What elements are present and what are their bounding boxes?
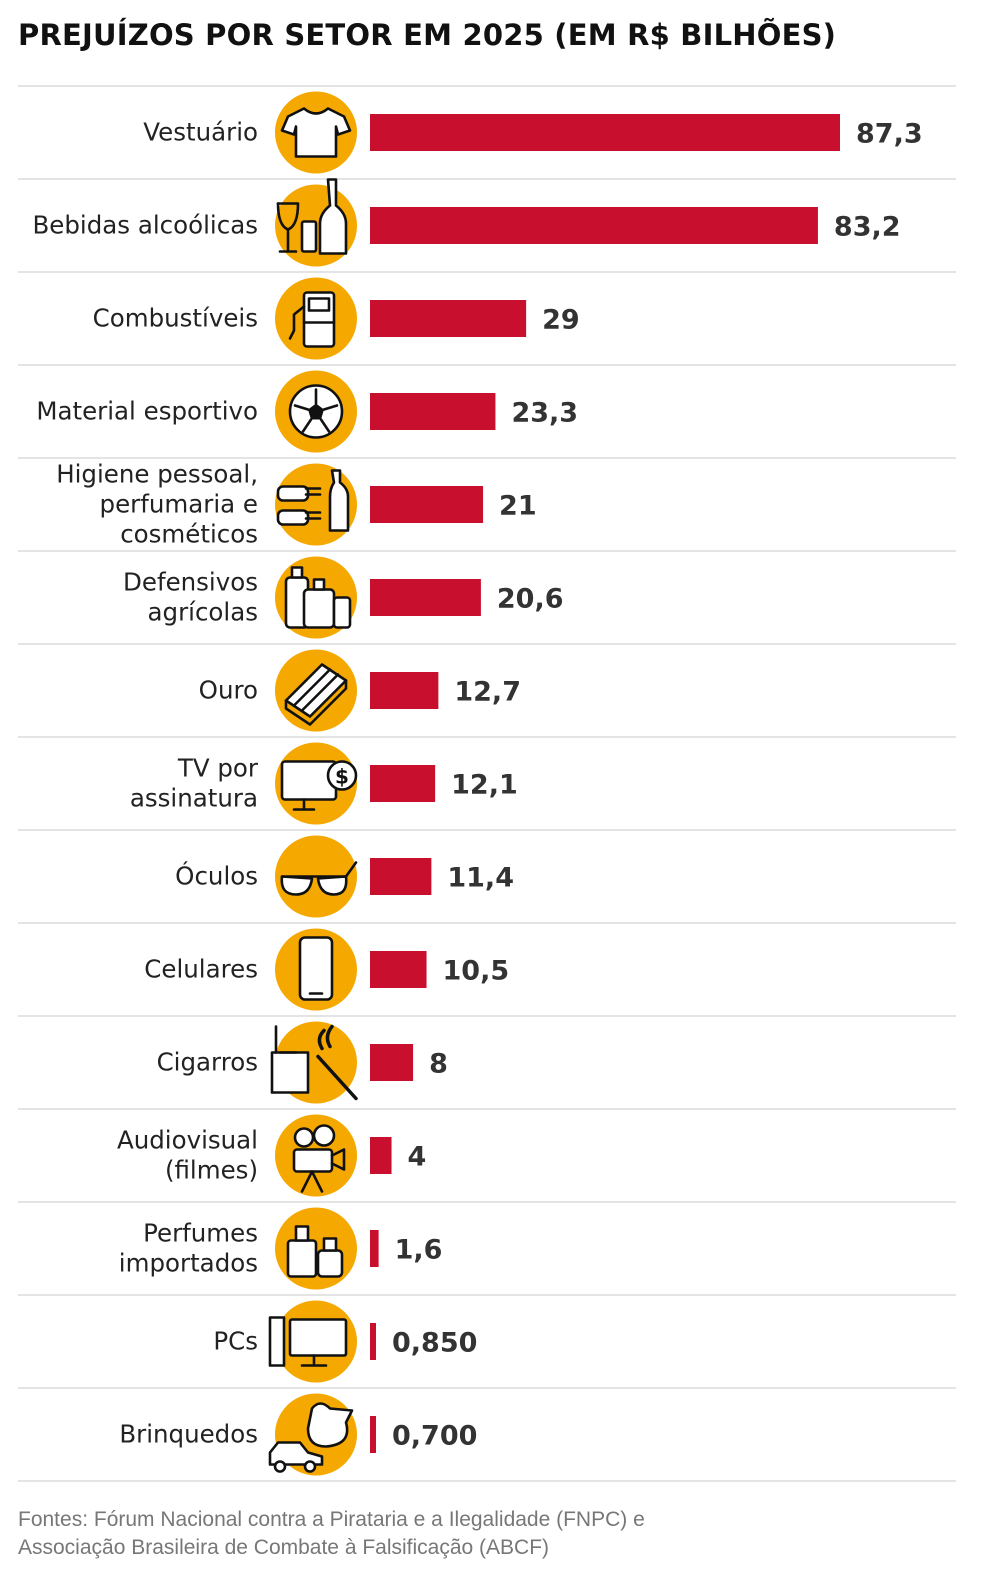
- bar-chart: Vestuário 87,3 Bebidas alcoólicas 83,2 Combu…: [18, 85, 956, 1482]
- bar-film-camera: [370, 1137, 392, 1174]
- category-label: Vestuário: [143, 118, 258, 147]
- value-label: 20,6: [497, 584, 564, 615]
- bar-tv-dollar: [370, 765, 436, 802]
- sources-line-2: Associação Brasileira de Combate à Falsi…: [18, 1536, 550, 1559]
- pesticide-containers-icon: [275, 556, 357, 639]
- glasses-icon: [275, 835, 358, 918]
- value-label: 12,1: [451, 770, 518, 801]
- sources-footer: Fontes: Fórum Nacional contra a Piratari…: [18, 1506, 645, 1562]
- soccer-ball-icon: [275, 370, 357, 453]
- tshirt-icon: [275, 91, 357, 174]
- bar-glasses: [370, 858, 432, 895]
- value-label: 83,2: [834, 212, 901, 243]
- bar-computer: [370, 1323, 376, 1360]
- film-camera-icon: [275, 1114, 357, 1197]
- bar-perfume-bottles: [370, 1230, 379, 1267]
- toys-icon: [268, 1393, 357, 1476]
- value-label: 8: [429, 1049, 448, 1080]
- category-label: TV por assinatura: [130, 754, 259, 813]
- bar-drinks: [370, 207, 818, 244]
- toiletries-icon: [275, 463, 357, 546]
- bar-tshirt: [370, 114, 840, 151]
- phone-icon: [275, 928, 357, 1011]
- category-label: Brinquedos: [119, 1420, 258, 1449]
- bar-toys: [370, 1416, 376, 1453]
- gold-bars-icon: [275, 649, 357, 732]
- fuel-pump-icon: [275, 277, 357, 360]
- category-label: Defensivos agrícolas: [123, 568, 258, 627]
- value-label: 0,700: [392, 1421, 477, 1452]
- value-label: 29: [542, 305, 580, 336]
- category-label: Óculos: [175, 861, 258, 891]
- value-label: 4: [408, 1142, 427, 1173]
- category-label: Bebidas alcoólicas: [33, 211, 259, 240]
- bar-phone: [370, 951, 427, 988]
- bar-pesticide-containers: [370, 579, 481, 616]
- category-label: Combustíveis: [93, 304, 258, 333]
- value-label: 12,7: [454, 677, 521, 708]
- sources-line-1: Fontes: Fórum Nacional contra a Piratari…: [18, 1508, 645, 1531]
- value-label: 87,3: [856, 119, 923, 150]
- value-label: 11,4: [447, 863, 514, 894]
- bar-toiletries: [370, 486, 484, 523]
- value-label: 23,3: [511, 398, 578, 429]
- cigarettes-icon: [270, 1021, 358, 1104]
- computer-icon: [268, 1300, 357, 1383]
- bar-gold-bars: [370, 672, 439, 709]
- category-label: Celulares: [144, 955, 258, 984]
- bar-soccer-ball: [370, 393, 496, 430]
- category-label: Cigarros: [157, 1048, 258, 1077]
- bar-cigarettes: [370, 1044, 414, 1081]
- category-label: PCs: [213, 1327, 258, 1356]
- tv-dollar-icon: $: [275, 742, 358, 825]
- category-label: Perfumes importados: [119, 1219, 258, 1278]
- bar-fuel-pump: [370, 300, 527, 337]
- value-label: 0,850: [392, 1328, 477, 1359]
- perfume-bottles-icon: [275, 1207, 357, 1290]
- value-label: 21: [499, 491, 537, 522]
- category-label: Ouro: [199, 676, 258, 705]
- category-label: Material esportivo: [36, 397, 258, 426]
- drinks-icon: [275, 178, 357, 267]
- chart-title: PREJUÍZOS POR SETOR EM 2025 (EM R$ BILHÕ…: [18, 18, 837, 52]
- value-label: 1,6: [395, 1235, 443, 1266]
- value-label: 10,5: [443, 956, 510, 987]
- category-label: Higiene pessoal, perfumaria e cosméticos: [56, 460, 258, 549]
- category-label: Audiovisual (filmes): [117, 1126, 258, 1185]
- svg-text:$: $: [335, 765, 349, 789]
